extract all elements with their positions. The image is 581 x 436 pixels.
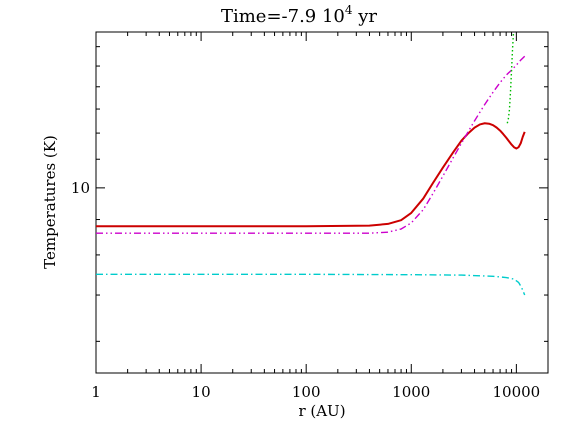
x-tick-label: 10 [192, 383, 211, 401]
x-tick-label: 10000 [493, 383, 541, 401]
x-tick-label: 100 [292, 383, 321, 401]
chart-title: Time=-7.9 104 yr [221, 3, 377, 27]
chart-title-main: Time=-7.9 10 [221, 6, 345, 27]
axis-ticks [95, 32, 549, 373]
x-tick-label: 1000 [392, 383, 430, 401]
chart-title-unit: yr [357, 6, 377, 27]
chart-title-exponent: 4 [345, 3, 353, 17]
x-tick-label: 1 [91, 383, 101, 401]
y-tick-label: 10 [71, 179, 90, 197]
plot-frame [95, 31, 549, 374]
y-axis-label: Temperatures (K) [41, 135, 59, 269]
series-line-1 [96, 122, 526, 228]
plot-border [95, 31, 549, 374]
series-line-2 [96, 55, 526, 234]
x-axis-label: r (AU) [298, 402, 345, 420]
series-layer [96, 31, 526, 296]
axis-tick-labels: 1 10 100 1000 10000 10 [71, 179, 540, 401]
series-line-4 [96, 273, 526, 296]
series-line-3 [506, 31, 515, 124]
